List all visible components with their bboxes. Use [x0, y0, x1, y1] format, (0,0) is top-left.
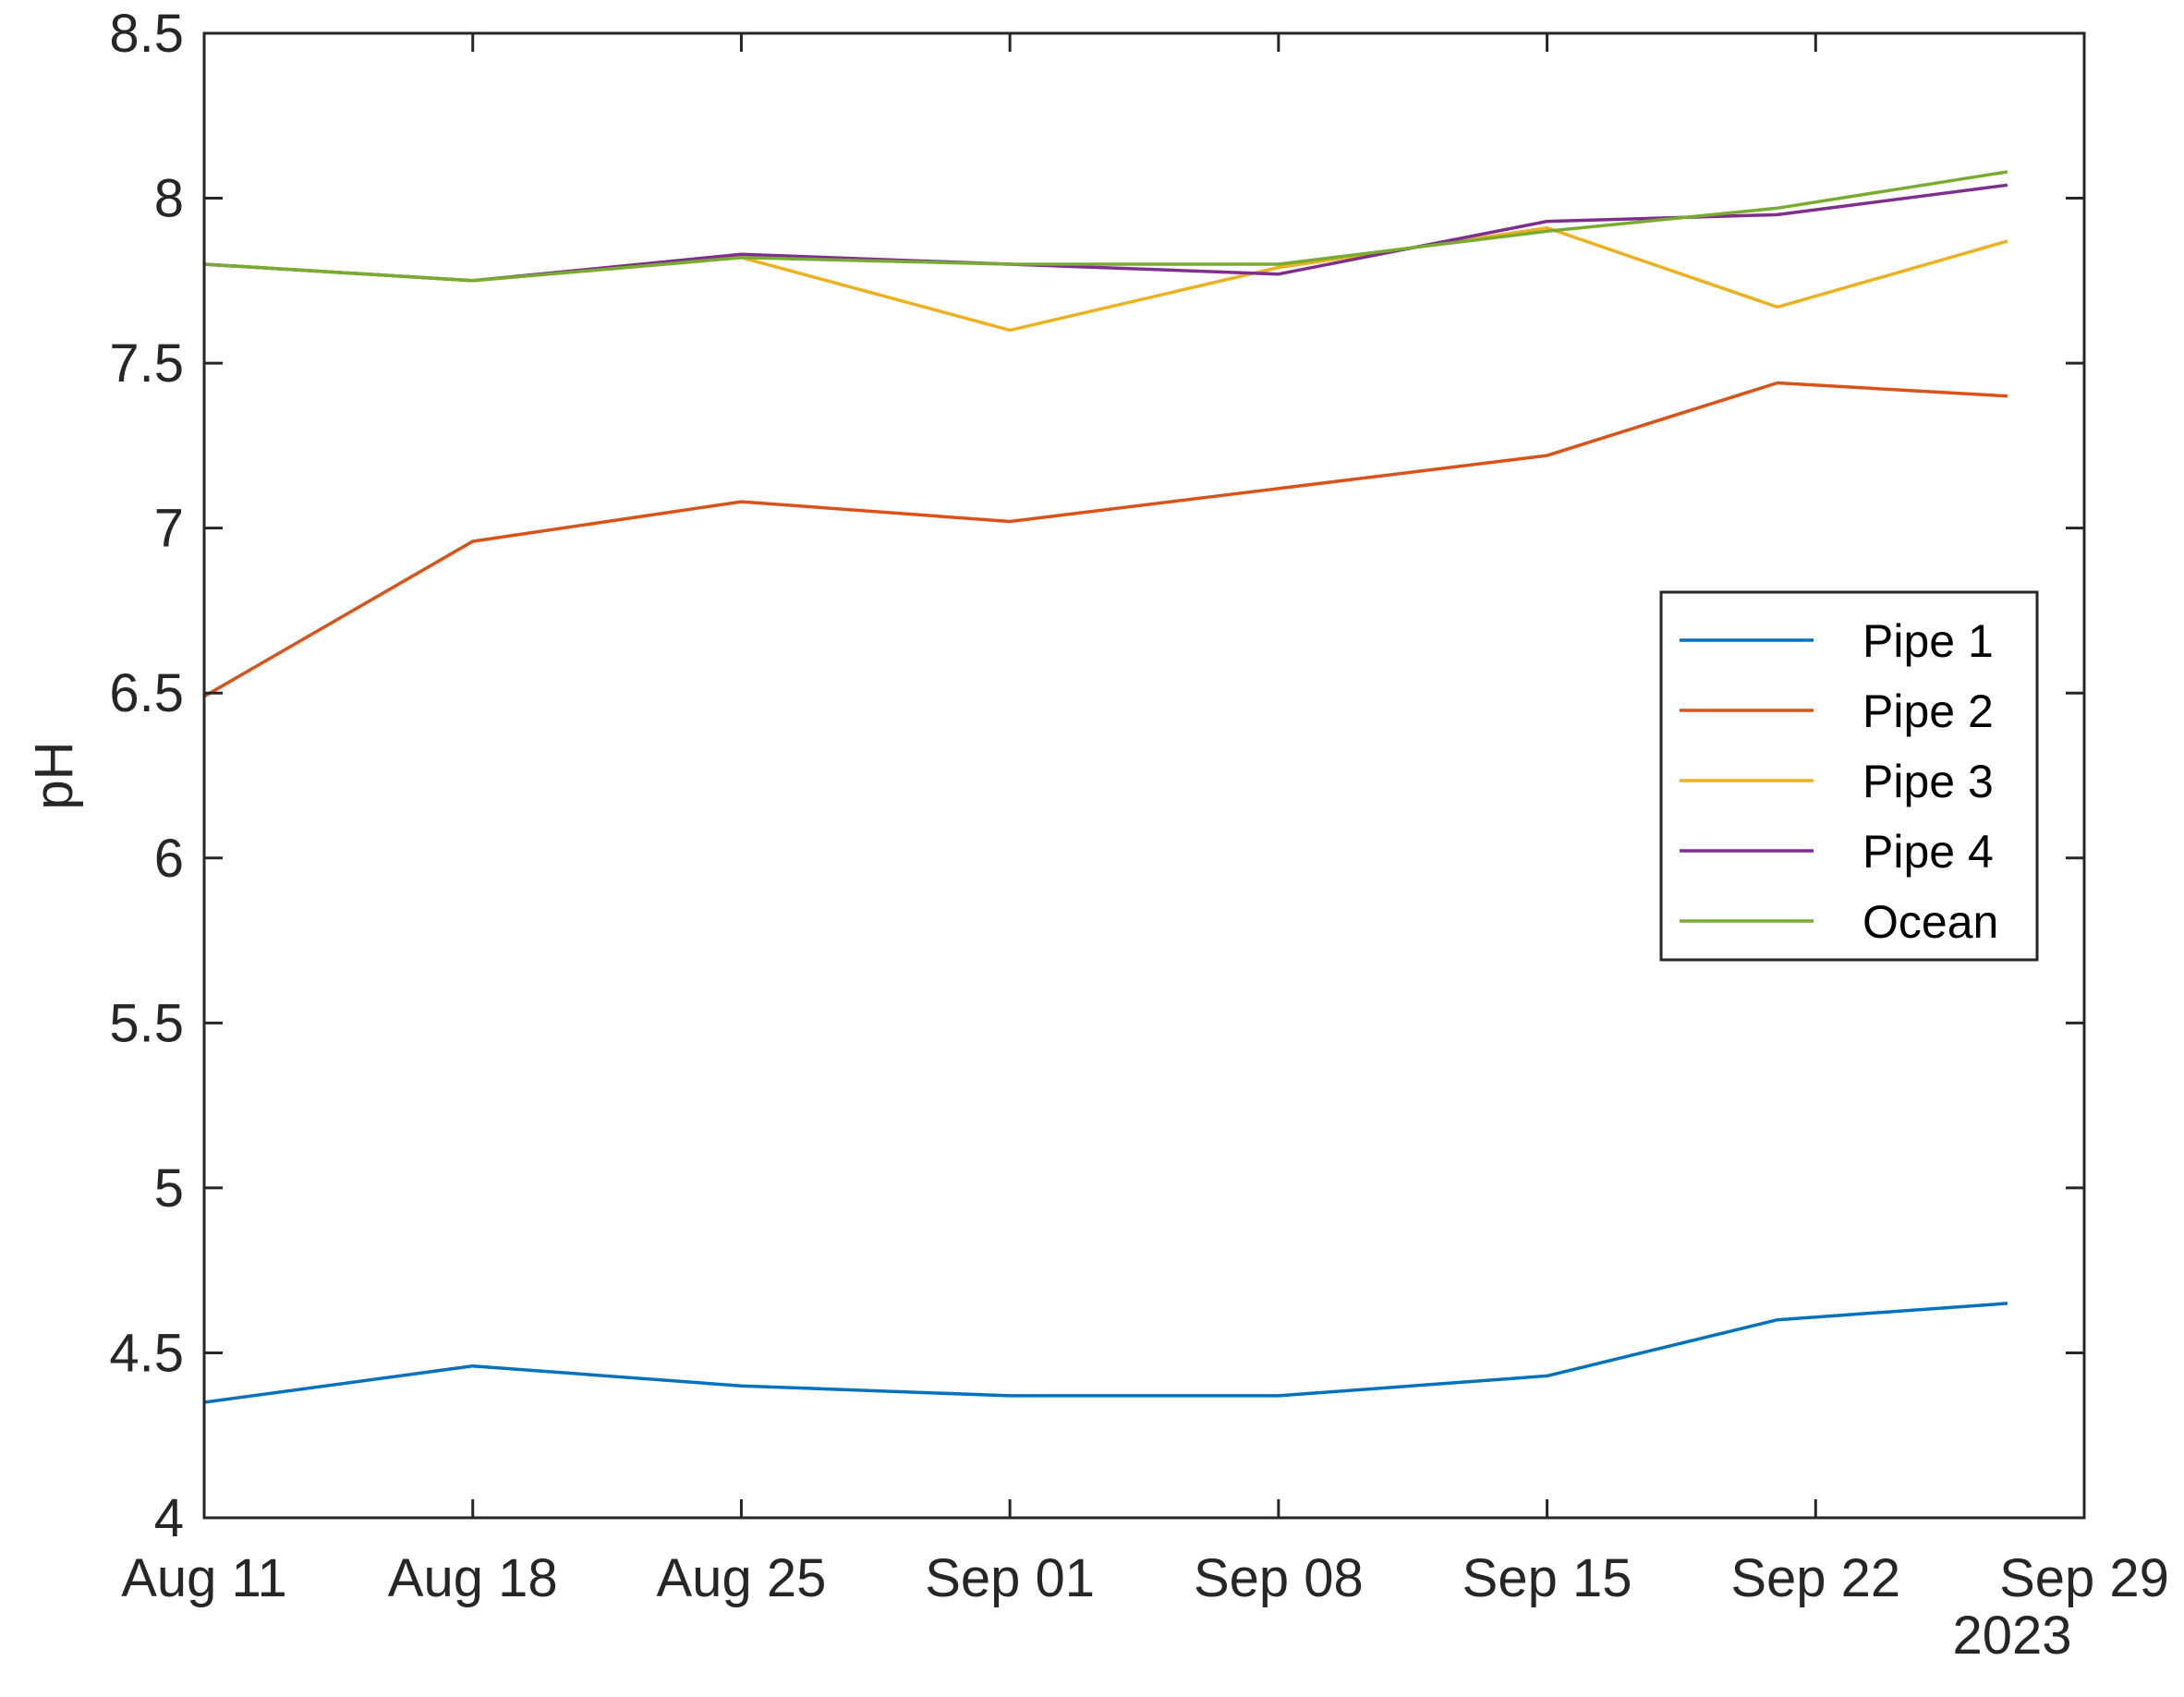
series-line-pipe-1 — [203, 1302, 2008, 1404]
x-tick-label: Aug 11 — [121, 1548, 287, 1608]
y-tick-label: 8 — [154, 169, 184, 229]
y-axis-title: pH — [24, 741, 84, 809]
legend-label: Pipe 3 — [1862, 756, 1994, 807]
x-tick-label: Sep 01 — [925, 1548, 1095, 1608]
y-axis: 4 4.5 5 5.5 6 6.5 7 7.5 8 8.5 — [109, 4, 2084, 1548]
series-line-ocean — [203, 170, 2008, 283]
x-axis: Aug 11 Aug 18 Aug 25 Sep 01 Sep 08 Sep 15 Sep … — [121, 33, 2169, 1608]
x-tick-label: Aug 25 — [657, 1548, 827, 1608]
plot-area: Aug 11 Aug 18 Aug 25 Sep 01 Sep 08 Sep 15 Sep … — [109, 4, 2169, 1608]
y-tick-label: 5.5 — [109, 993, 184, 1053]
y-tick-label: 8.5 — [109, 4, 184, 64]
x-axis-year-label: 2023 — [1952, 1606, 2071, 1666]
legend-label: Pipe 4 — [1862, 826, 1994, 878]
y-tick-label: 4 — [154, 1488, 184, 1548]
legend-label: Ocean — [1862, 896, 1998, 948]
legend-label: Pipe 1 — [1862, 615, 1994, 667]
y-tick-label: 7.5 — [109, 333, 184, 394]
x-tick-label: Sep 22 — [1730, 1548, 1900, 1608]
x-tick-label: Sep 15 — [1462, 1548, 1632, 1608]
y-tick-label: 7 — [154, 499, 184, 559]
y-tick-label: 4.5 — [109, 1323, 184, 1383]
y-tick-label: 5 — [154, 1158, 184, 1218]
series-line-pipe-2 — [203, 381, 2008, 698]
x-tick-label: Sep 08 — [1194, 1548, 1364, 1608]
axes-box — [202, 31, 2086, 1520]
series-layer — [203, 170, 2008, 1404]
legend: Pipe 1 Pipe 2 Pipe 3 Pipe 4 Ocean — [1659, 590, 2039, 962]
legend-label: Pipe 2 — [1862, 685, 1994, 737]
x-tick-label: Aug 18 — [388, 1548, 558, 1608]
y-tick-label: 6.5 — [109, 663, 184, 723]
x-tick-label: Sep 29 — [1999, 1548, 2169, 1608]
legend-box — [1659, 590, 2039, 962]
y-tick-label: 6 — [154, 829, 184, 889]
